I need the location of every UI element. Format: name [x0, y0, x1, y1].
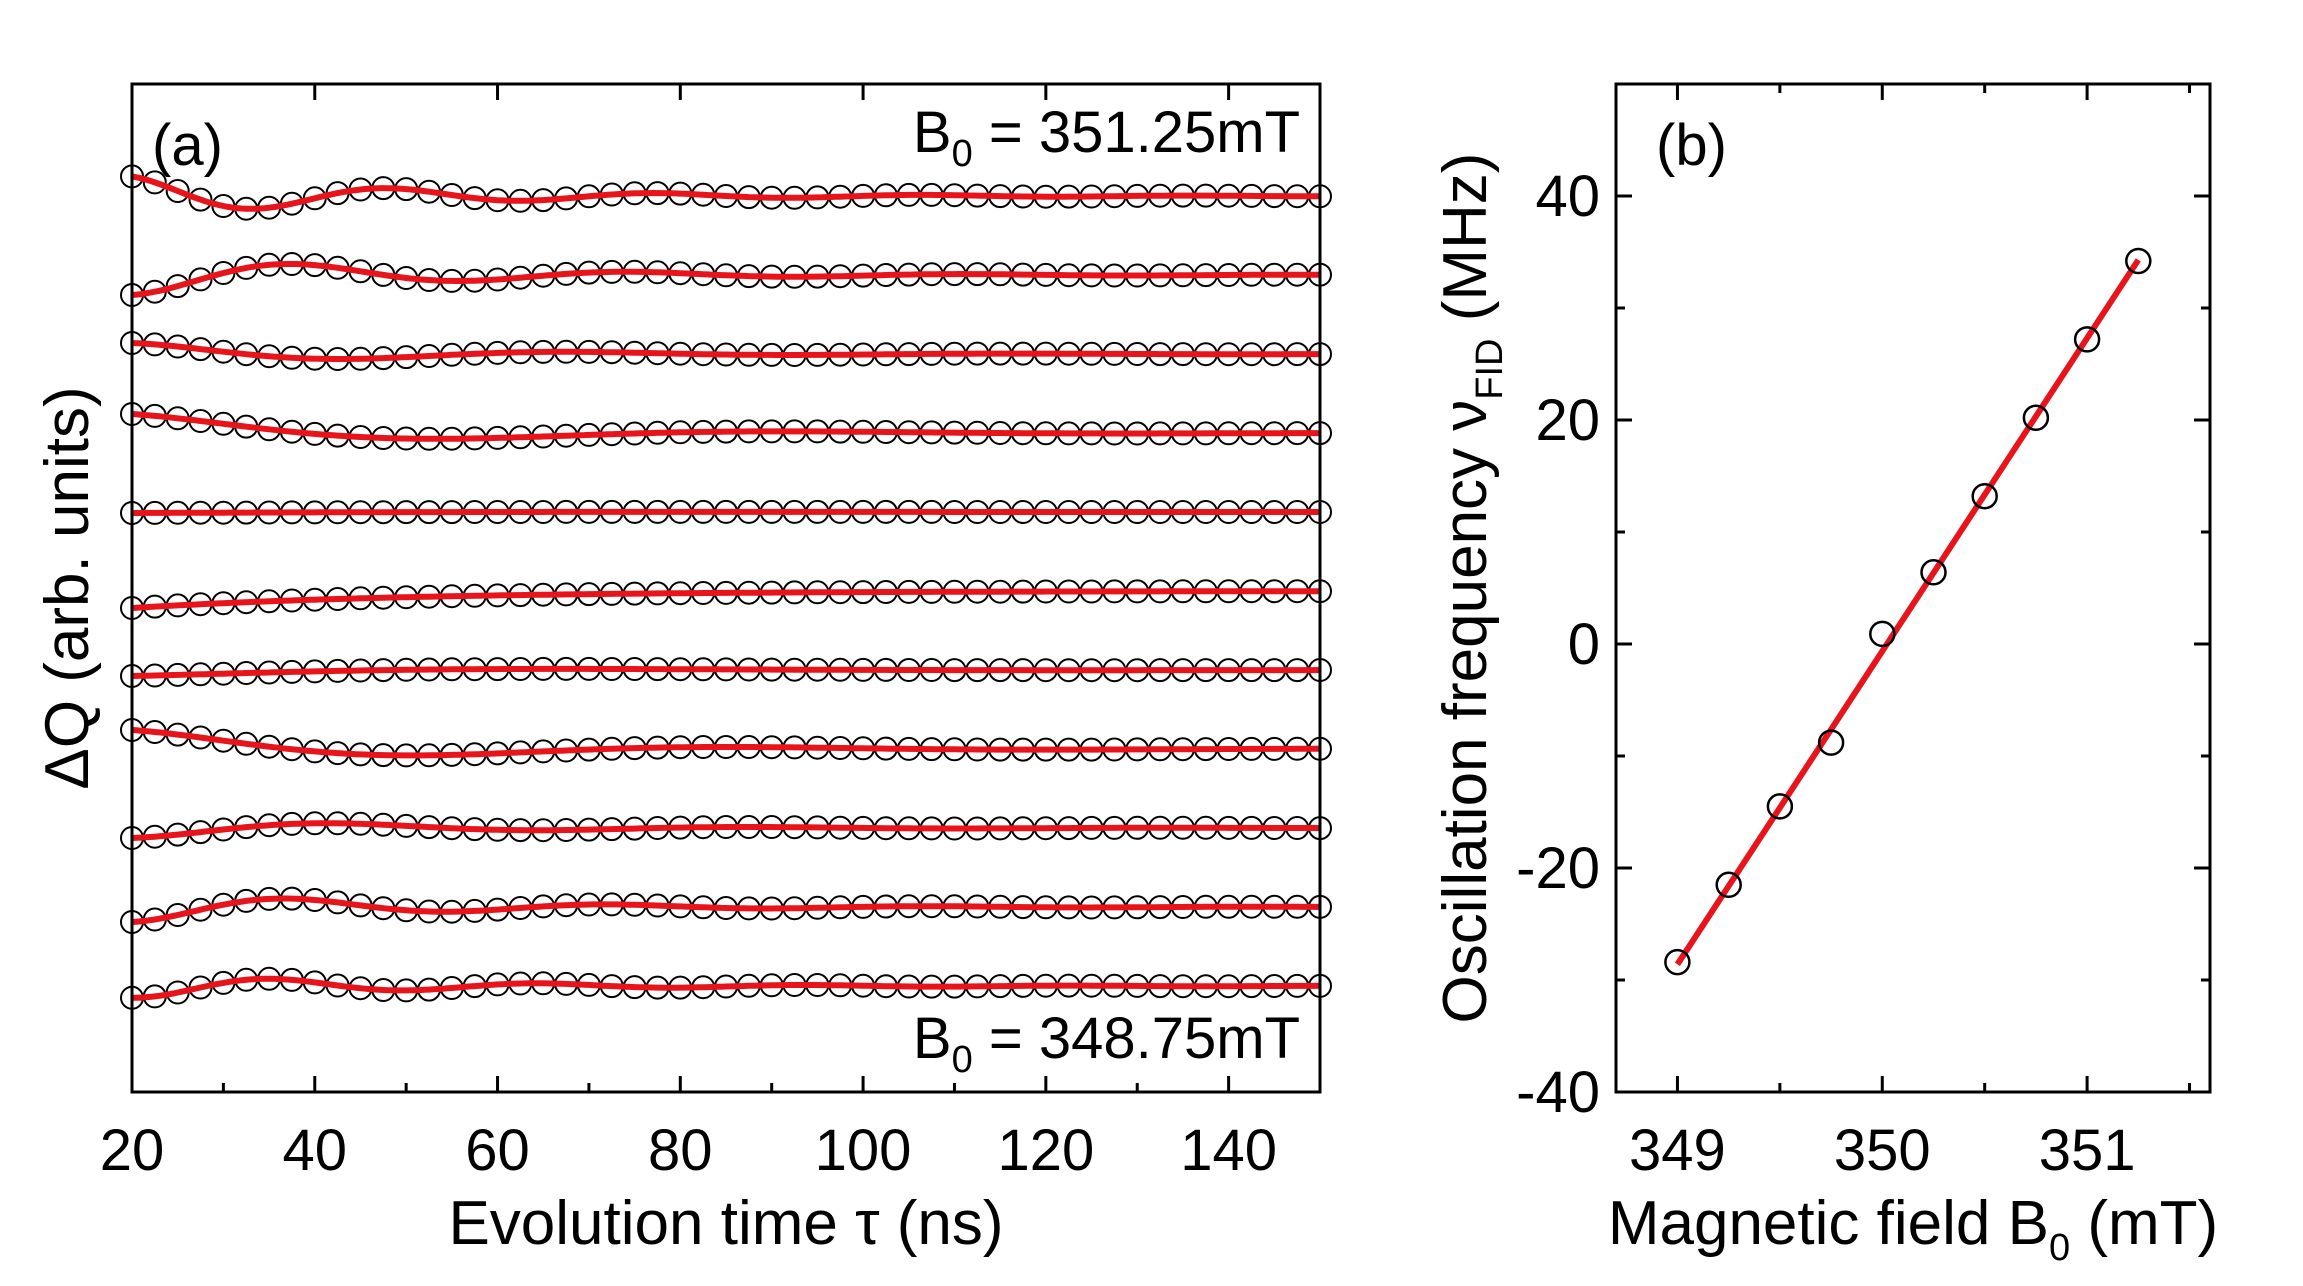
- panel-b-ticks: 349 350 351 -40 -20 0 20 40: [1516, 84, 2210, 1183]
- panel-a-x-tick-label-4: 100: [815, 1118, 912, 1183]
- annotation-top: B0 = 351.25mT: [913, 100, 1300, 175]
- trace-8-fit: [131, 820, 1321, 841]
- panel-a-x-tick-label-6: 140: [1180, 1118, 1277, 1183]
- panel-a-x-axis-title: Evolution time τ (ns): [448, 1189, 1003, 1258]
- panel-a-x-tick-label-3: 80: [648, 1118, 713, 1183]
- panel-b-x-axis-title: Magnetic field B0 (mT): [1608, 1189, 2218, 1269]
- panel-b-y-tick-label-3: 20: [1535, 388, 1600, 453]
- panel-b-fit: [1674, 258, 2141, 966]
- panel-b-y-title-rest: (MHz): [1431, 153, 1500, 339]
- panel-b-x-tick-label-1: 350: [1834, 1118, 1931, 1183]
- panel-a-x-tick-label-5: 120: [997, 1118, 1094, 1183]
- panel-b-point-5: [1920, 559, 1947, 586]
- panel-b-fit-line: [1674, 258, 2141, 966]
- panel-b-point-9: [2125, 247, 2152, 275]
- panel-a-y-axis-title: ΔQ (arb. units): [33, 386, 102, 789]
- panel-b-y-tick-label-4: 40: [1535, 164, 1600, 229]
- panel-a-label: (a): [152, 113, 223, 178]
- panel-a-x-tick-label-1: 40: [283, 1118, 348, 1183]
- panel-b-point-1: [1715, 871, 1742, 899]
- panel-a-x-tick-label-0: 20: [100, 1118, 165, 1183]
- panel-b-x-title-main: Magnetic field B: [1608, 1189, 2049, 1258]
- panel-b-point-8: [2073, 326, 2101, 353]
- panel-b-x-title-sub: 0: [2049, 1227, 2070, 1269]
- trace-9-fit: [131, 895, 1320, 925]
- annotation-top-sub: 0: [952, 133, 973, 175]
- annotation-top-rest: = 351.25mT: [973, 100, 1300, 165]
- panel-b-y-title-sub: FID: [1469, 339, 1511, 400]
- annotation-bottom: B0 = 348.75mT: [913, 1006, 1300, 1081]
- trace-6-fit: [131, 665, 1321, 679]
- annotation-bottom-main: B: [913, 1006, 952, 1071]
- panel-b-x-tick-label-0: 349: [1629, 1118, 1726, 1183]
- panel-b-point-3: [1817, 729, 1845, 756]
- panel-a-x-tick-label-2: 60: [465, 1118, 530, 1183]
- panel-b-y-axis-title: Oscillation frequency νFID (MHz): [1431, 153, 1511, 1024]
- trace-3-fit: [131, 411, 1320, 442]
- panel-a-x-ticks: 20 40 60 80 100 120 140: [100, 84, 1277, 1183]
- panel-b-label: (b): [1656, 113, 1727, 178]
- panel-b-y-tick-label-0: -40: [1516, 1060, 1600, 1125]
- panel-b-point-0: [1664, 948, 1691, 976]
- panel-a-traces: [120, 164, 1332, 1010]
- panel-b-point-4: [1869, 620, 1896, 648]
- panel-a: 20 40 60 80 100 120 140 (a) B0 = 351.25mT B0 =…: [33, 82, 1332, 1258]
- trace-7-fit: [131, 727, 1320, 759]
- panel-b-point-2: [1766, 793, 1794, 820]
- panel-b-frame: [1614, 82, 2212, 1094]
- panel-b-y-tick-label-2: 0: [1568, 612, 1600, 677]
- panel-a-frame: [130, 82, 1322, 1094]
- panel-b-point-6: [1971, 482, 1998, 510]
- trace-10-fit: [132, 975, 1320, 1001]
- panel-b-x-tick-label-2: 351: [2039, 1118, 2136, 1183]
- trace-0-fit: [131, 173, 1320, 212]
- panel-b-y-tick-label-1: -20: [1516, 836, 1600, 901]
- panel-b-y-title-main: Oscillation frequency ν: [1431, 400, 1500, 1024]
- annotation-bottom-rest: = 348.75mT: [973, 1006, 1300, 1071]
- annotation-bottom-sub: 0: [952, 1039, 973, 1081]
- trace-2-fit: [131, 340, 1320, 362]
- panel-b-points: [1664, 247, 2152, 976]
- trace-1-fit: [131, 261, 1320, 298]
- panel-b: 349 350 351 -40 -20 0 20 40 (b) Magnetic field …: [1431, 82, 2218, 1269]
- panel-b-point-7: [2022, 404, 2050, 432]
- panel-b-x-title-rest: (mT): [2070, 1189, 2218, 1258]
- trace-4-fit: [132, 508, 1320, 516]
- annotation-top-main: B: [913, 100, 952, 165]
- trace-5-fit: [131, 588, 1320, 611]
